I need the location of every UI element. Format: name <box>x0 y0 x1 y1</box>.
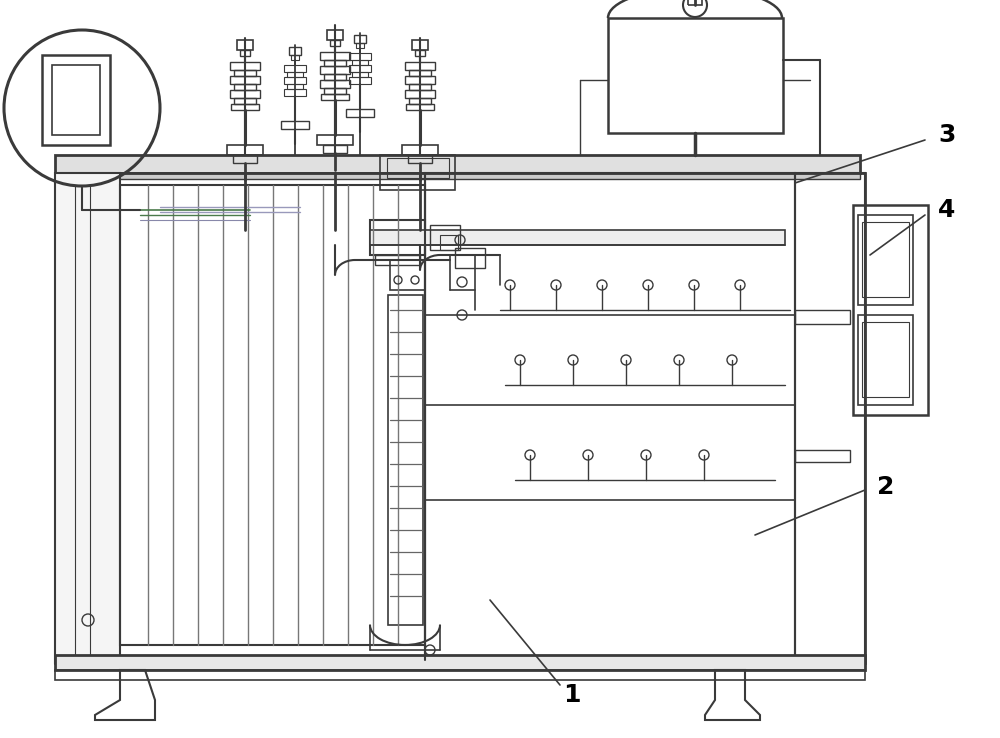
Bar <box>409 84 431 90</box>
Bar <box>349 65 371 72</box>
Bar <box>323 145 347 153</box>
Bar <box>55 155 860 173</box>
Bar <box>795 450 850 462</box>
Bar <box>287 84 303 89</box>
Bar <box>858 315 913 405</box>
Bar <box>55 655 865 670</box>
Bar <box>320 66 350 74</box>
Bar <box>289 47 301 55</box>
Bar <box>231 104 259 110</box>
Bar <box>233 155 257 163</box>
Bar <box>237 40 253 50</box>
Bar <box>862 322 909 397</box>
Bar <box>402 145 438 155</box>
Bar <box>425 173 795 663</box>
Bar <box>862 222 909 297</box>
Bar <box>415 50 425 56</box>
Bar <box>858 215 913 305</box>
Bar <box>405 90 435 98</box>
Bar <box>234 84 256 90</box>
Bar <box>284 77 306 84</box>
Bar <box>795 173 865 663</box>
Bar <box>230 90 260 98</box>
Bar <box>317 135 353 145</box>
Bar <box>287 72 303 77</box>
Bar <box>42 55 110 145</box>
Bar <box>230 62 260 70</box>
Bar <box>320 52 350 60</box>
Text: 4: 4 <box>938 198 955 222</box>
Bar <box>327 30 343 40</box>
Bar <box>455 248 485 268</box>
Bar <box>440 235 458 250</box>
Bar <box>320 80 350 88</box>
Bar <box>387 158 449 178</box>
Bar <box>390 260 425 290</box>
Bar <box>120 185 425 645</box>
Bar <box>853 205 928 415</box>
Bar <box>375 255 420 265</box>
Bar <box>330 40 340 46</box>
Bar <box>370 230 785 245</box>
Bar <box>324 88 346 94</box>
Bar <box>281 121 309 129</box>
Bar <box>370 220 425 255</box>
Bar <box>380 155 455 190</box>
Bar <box>405 76 435 84</box>
Bar <box>352 72 368 77</box>
Bar <box>321 94 349 100</box>
Bar <box>234 70 256 76</box>
Bar <box>408 155 432 163</box>
Bar <box>406 104 434 110</box>
Bar <box>412 40 428 50</box>
Bar <box>430 225 460 250</box>
Text: 1: 1 <box>563 683 581 707</box>
Bar <box>688 0 702 5</box>
Bar <box>349 77 371 84</box>
Bar <box>284 65 306 72</box>
Bar <box>227 145 263 155</box>
Bar <box>346 109 374 117</box>
Bar <box>409 98 431 104</box>
Bar <box>608 18 783 133</box>
Bar <box>55 670 865 680</box>
Bar <box>55 173 860 179</box>
Bar <box>352 60 368 65</box>
Bar <box>324 60 346 66</box>
Bar <box>230 76 260 84</box>
Bar <box>291 55 299 60</box>
Bar <box>356 43 364 48</box>
Bar <box>240 50 250 56</box>
Bar <box>388 295 423 625</box>
Bar <box>405 62 435 70</box>
Bar <box>234 98 256 104</box>
Bar <box>324 74 346 80</box>
Bar <box>55 173 865 663</box>
Bar <box>349 53 371 60</box>
Bar <box>55 173 120 663</box>
Bar <box>354 35 366 43</box>
Bar <box>284 89 306 96</box>
Text: 2: 2 <box>877 475 894 499</box>
Bar <box>795 310 850 324</box>
Bar <box>52 65 100 135</box>
Text: 3: 3 <box>938 123 955 147</box>
Bar <box>409 70 431 76</box>
